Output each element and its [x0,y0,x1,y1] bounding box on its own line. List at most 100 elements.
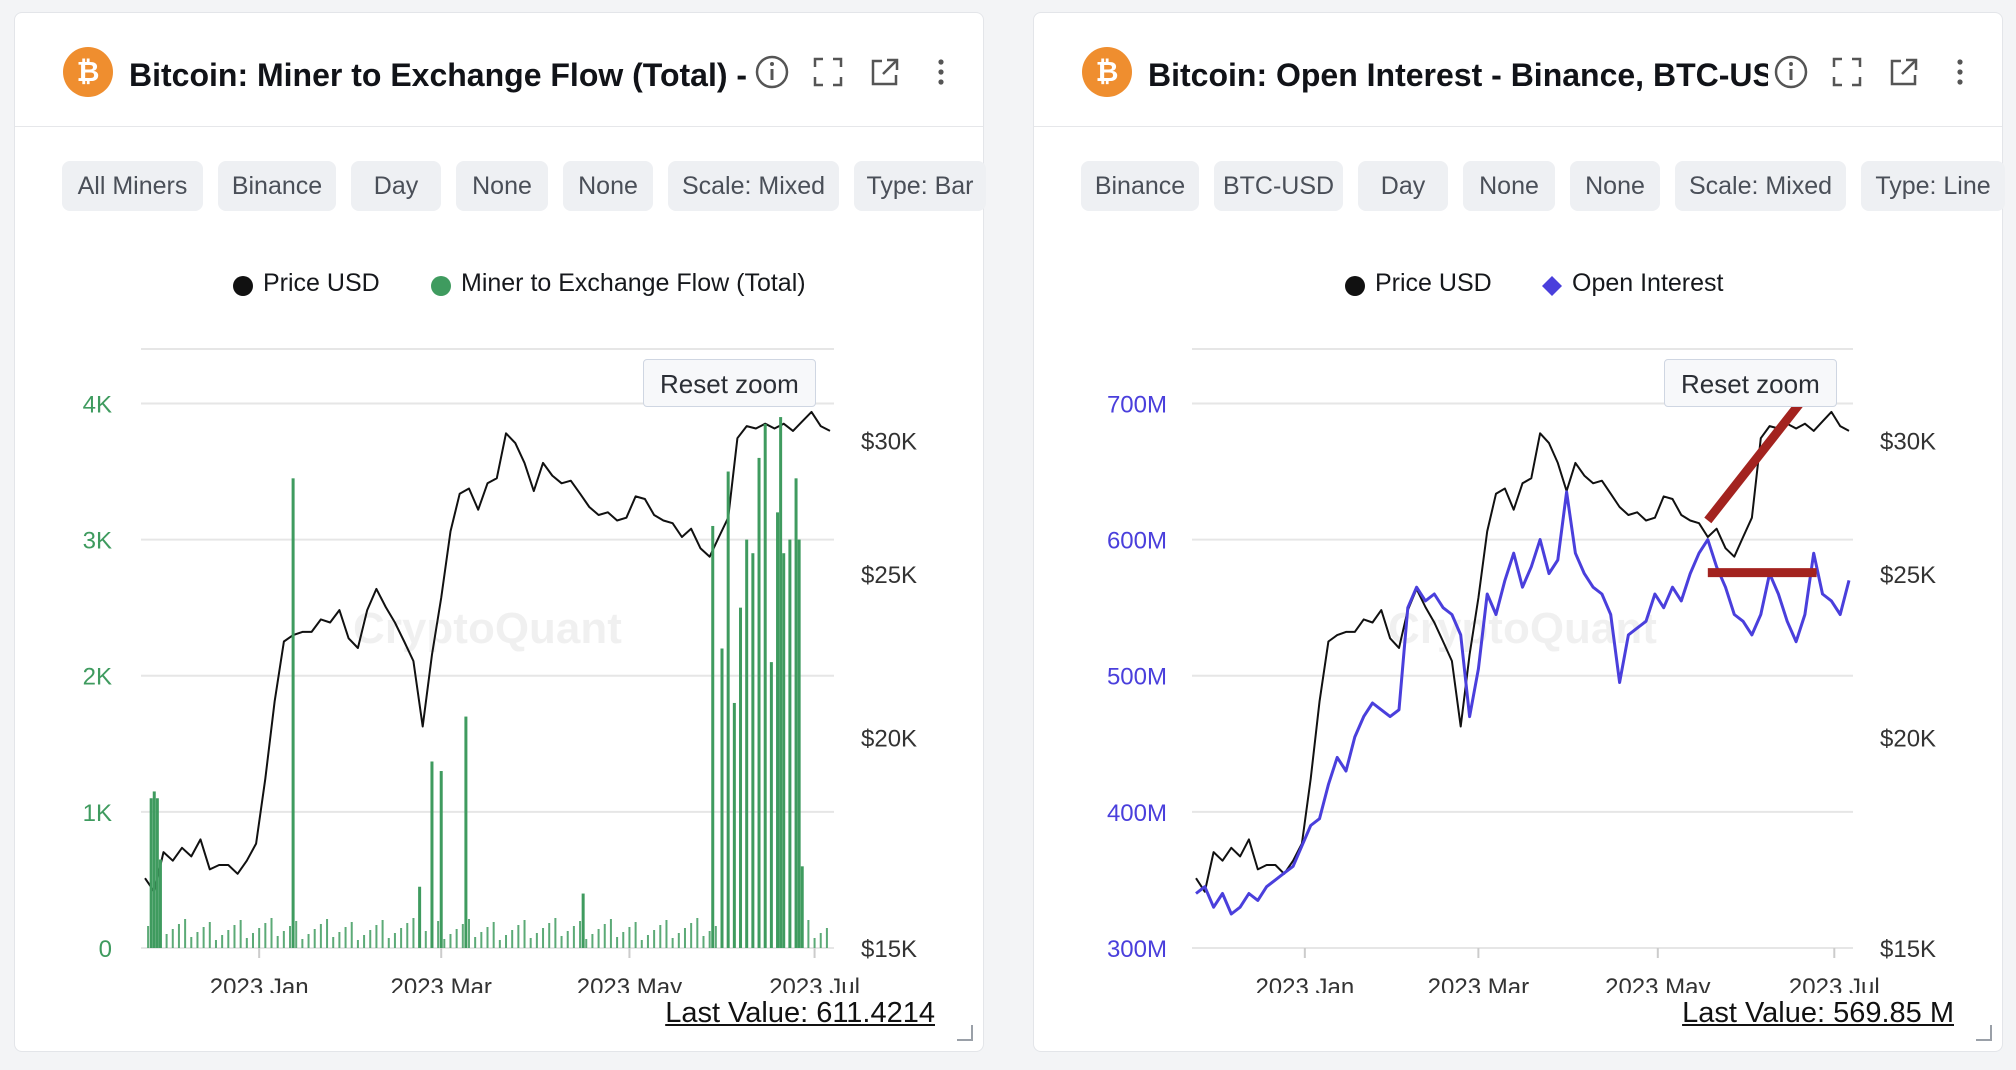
chip-symbol[interactable]: BTC-USD [1214,161,1343,211]
flow-bar [233,925,236,948]
flow-bar [727,939,730,948]
panel-title: Bitcoin: Miner to Exchange Flow (Total) … [129,57,749,93]
fullscreen-icon[interactable] [1828,53,1866,91]
legend-label: Price USD [1375,269,1492,297]
open-interest-line [1195,490,1851,916]
flow-bar [683,928,686,948]
flow-bar [449,934,452,948]
flow-bar [782,553,786,948]
chip-exchange[interactable]: Binance [218,161,336,211]
chip-option-2[interactable]: None [563,161,653,211]
flow-bar [751,919,754,948]
legend-label: Miner to Exchange Flow (Total) [461,269,806,297]
flow-bar [702,936,705,948]
left-axis-tick-label: 0 [99,936,112,963]
flow-bar [720,648,724,948]
last-value: Last Value: 611.4214 [665,997,935,1029]
flow-bar [779,417,783,948]
flow-bar [443,939,446,948]
flow-bar [819,933,822,948]
flow-bar [412,918,415,948]
right-axis-tick-label: $15K [1880,936,1936,963]
info-icon[interactable] [753,53,791,91]
flow-bar [733,934,736,948]
external-link-icon[interactable] [1885,53,1923,91]
flow-bar [529,938,532,948]
open-interest-chart[interactable]: CryptoQuant300M400M500M600M700M$15K$20K$… [1034,313,2002,993]
left-axis-tick-label: 3K [83,528,112,555]
flow-bar [591,934,594,948]
flow-bar [825,928,828,948]
more-options-icon[interactable] [1941,53,1979,91]
chip-exchange[interactable]: Binance [1081,161,1199,211]
flow-bar [332,937,335,948]
flow-bar [301,939,304,948]
legend-marker-diamond-icon [1542,276,1562,296]
flow-bar [455,929,458,948]
flow-bar [800,866,804,948]
right-axis-tick-label: $20K [861,725,917,752]
flow-bar [609,919,612,948]
chip-scale[interactable]: Scale: Mixed [668,161,839,211]
flow-bar [498,940,501,948]
flow-bar [505,935,508,948]
flow-bar [751,553,755,948]
flow-bar [313,929,316,948]
chart-panel-miner-flow: ₿ Bitcoin: Miner to Exchange Flow (Total… [14,12,986,1052]
panel-header: ₿ Bitcoin: Miner to Exchange Flow (Total… [15,13,983,127]
flow-bar [400,928,403,948]
chip-scale[interactable]: Scale: Mixed [1675,161,1846,211]
flow-bar [763,423,767,948]
flow-bar [295,921,298,948]
chip-type[interactable]: Type: Line [1861,161,2005,211]
chip-option-1[interactable]: None [456,161,548,211]
chip-interval[interactable]: Day [1358,161,1448,211]
flow-bar [239,920,242,948]
resize-handle[interactable] [1976,1025,1992,1041]
flow-bar [245,938,248,948]
flow-bar [739,607,743,948]
flow-bar [196,932,199,948]
flow-bar [788,539,792,948]
flow-bar [622,932,625,948]
miner-flow-chart[interactable]: CryptoQuant 0 1K 2K 3K 4K $15K $20K $25K $30K 2023… [15,313,983,993]
price-line [1195,410,1850,893]
right-axis-tick-label: $25K [861,562,917,589]
chip-interval[interactable]: Day [351,161,441,211]
more-options-icon[interactable] [922,53,960,91]
flow-bar [566,931,569,948]
flow-bar [184,919,187,948]
resize-handle[interactable] [957,1025,973,1041]
flow-bar [387,938,390,948]
chip-miner-group[interactable]: All Miners [62,161,203,211]
flow-bar [708,931,711,948]
panel-header: ₿ Bitcoin: Open Interest - Binance, BTC-… [1034,13,2002,127]
flow-bar [227,930,230,948]
right-axis-tick-label: $30K [1880,429,1936,456]
flow-bar [190,937,193,948]
legend-label: Price USD [263,269,380,297]
flow-bar [542,928,545,948]
chip-option-1[interactable]: None [1463,161,1555,211]
x-axis-tick-label: 2023 Jul [769,974,860,993]
flow-bar [424,931,427,948]
flow-bar [690,923,693,948]
flow-bar [634,922,637,948]
external-link-icon[interactable] [866,53,904,91]
reset-zoom-button[interactable]: Reset zoom [643,359,816,407]
legend-marker-circle-icon [431,276,451,296]
watermark-text: CryptoQuant [353,604,622,653]
info-icon[interactable] [1772,53,1810,91]
fullscreen-icon[interactable] [809,53,847,91]
flow-bar [418,936,421,948]
flow-bar [319,924,322,948]
chip-option-2[interactable]: None [1570,161,1660,211]
flow-bar [554,918,557,948]
flow-bar [776,922,779,948]
flow-bar [671,938,674,948]
flow-bar [517,925,520,948]
chip-type[interactable]: Type: Bar [854,161,986,211]
flow-bar [214,940,217,948]
reset-zoom-button[interactable]: Reset zoom [1664,359,1837,407]
flow-bar [769,662,773,948]
